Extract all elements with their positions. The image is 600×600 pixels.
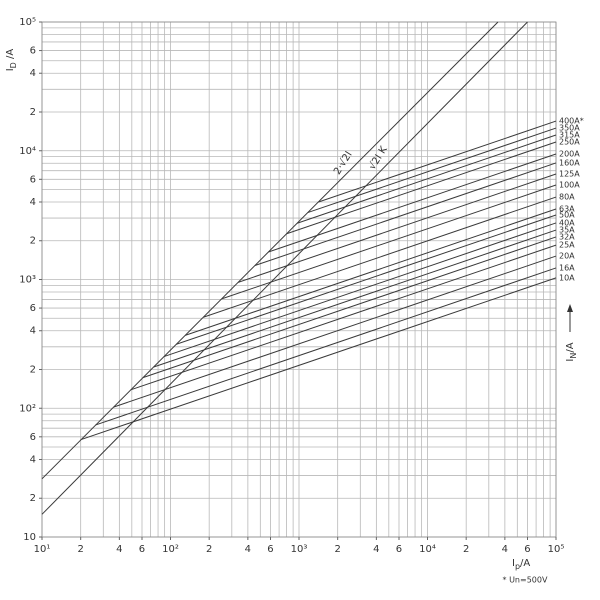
series-line [113, 255, 557, 408]
series-line [296, 134, 557, 224]
x-label-main: I [512, 558, 515, 569]
line-label: 250A [559, 137, 580, 146]
line-label: 160A [559, 158, 580, 167]
y-tick-label: 10² [19, 403, 36, 414]
y-tick-label: 4 [30, 454, 36, 465]
series-line [286, 141, 557, 235]
line-label: 125A [559, 169, 580, 178]
y-tick-label: 10⁵ [19, 17, 36, 28]
line-label: 32A [559, 232, 575, 241]
x-tick-label: 6 [396, 544, 402, 555]
x-tick-label: 10³ [291, 544, 308, 555]
series-line [142, 236, 557, 379]
x-tick-label: 10¹ [34, 544, 51, 555]
line-label: 200A [559, 149, 580, 158]
series-line [41, 21, 499, 480]
x-tick-label: 4 [116, 544, 122, 555]
note: * Un=500V [503, 576, 548, 585]
line-label: 100A [559, 180, 580, 189]
arrow-head [567, 304, 573, 312]
y-tick-label: 6 [30, 432, 36, 443]
series-line [41, 21, 528, 515]
right-label: IN/A [565, 342, 578, 361]
series-line [268, 153, 557, 253]
series-line [203, 196, 557, 318]
y-label-main: I [5, 68, 16, 71]
x-tick-label: 10⁴ [419, 544, 436, 555]
x-tick-label: 4 [373, 544, 379, 555]
x-tick-label: 6 [139, 544, 145, 555]
y-tick-label: 10³ [19, 275, 36, 286]
x-tick-label: 2 [206, 544, 212, 555]
y-axis-label: ID /A [5, 49, 18, 72]
right-label-sub: N [569, 353, 578, 359]
line-label: 63A [559, 204, 575, 213]
series-line [153, 229, 557, 368]
series-line [80, 277, 557, 441]
series-line [95, 267, 557, 426]
line-label: 16A [559, 263, 575, 272]
right-label-unit: /A [565, 342, 576, 352]
series-line [184, 208, 557, 336]
line-label: 400A* [559, 117, 584, 126]
x-tick-label: 4 [245, 544, 251, 555]
y-tick-label: 2 [30, 236, 36, 247]
x-tick-label: 2 [77, 544, 83, 555]
x-tick-label: 6 [524, 544, 530, 555]
series-line [237, 173, 557, 283]
x-tick-label: 4 [502, 544, 508, 555]
series-line [130, 244, 557, 391]
y-tick-label: 6 [30, 174, 36, 185]
line-label: 40A [559, 218, 575, 227]
right-label-main: I [565, 359, 576, 362]
line-label: 350A [559, 124, 580, 133]
y-tick-label: 4 [30, 68, 36, 79]
y-label-unit: /A [5, 49, 16, 63]
x-tick-label: 6 [267, 544, 273, 555]
line-label: 315A [559, 131, 580, 140]
series-line [318, 120, 557, 203]
line-label: 80A [559, 193, 575, 202]
x-tick-label: 2 [334, 544, 340, 555]
line-label: 20A [559, 252, 575, 261]
line-label: 35A [559, 226, 575, 235]
y-tick-label: 4 [30, 197, 36, 208]
line-label: 25A [559, 241, 575, 250]
y-tick-label: 2 [30, 107, 36, 118]
y-label-sub: D [9, 62, 18, 68]
line-label: 10A [559, 273, 575, 282]
y-tick-label: 2 [30, 364, 36, 375]
series-line [221, 184, 557, 300]
y-tick-label: 6 [30, 46, 36, 57]
series-line [176, 214, 557, 345]
y-tick-label: 4 [30, 326, 36, 337]
x-tick-label: 2 [463, 544, 469, 555]
series-line [254, 162, 557, 266]
series-line [163, 222, 557, 358]
x-label-unit: /A [520, 558, 530, 569]
line-label: 50A [559, 210, 575, 219]
y-tick-label: 10 [23, 532, 36, 543]
x-axis-label: Ip/A [512, 558, 530, 571]
x-tick-label: 10² [162, 544, 179, 555]
x-tick-label: 10⁵ [548, 544, 565, 555]
y-tick-label: 2 [30, 493, 36, 504]
series-line [307, 127, 557, 214]
x-label-sub: p [515, 562, 520, 571]
y-tick-label: 10⁴ [19, 146, 36, 157]
y-tick-label: 6 [30, 303, 36, 314]
